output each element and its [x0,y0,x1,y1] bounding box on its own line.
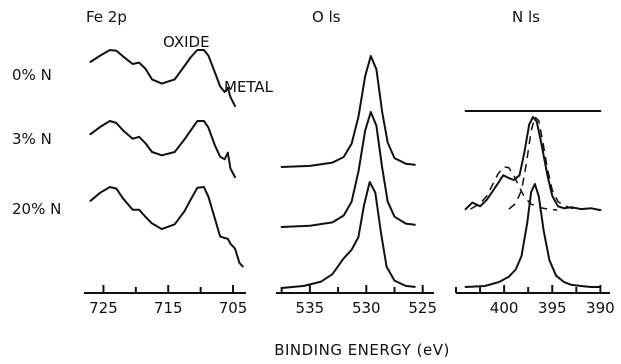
panel-o1s: 535 530 525 [276,55,437,317]
row-label-0pct-n: 0% N [12,66,52,84]
fit-component-n1s-1 [508,115,580,210]
tick-label-o1s-0: 535 [296,299,325,317]
spectrum-fe2p-0pct-n [89,49,236,107]
x-axis-label: BINDING ENERGY (eV) [274,341,450,359]
tick-label-fe2p-0: 725 [89,299,118,317]
annotation-metal: METAL [224,78,274,96]
spectrum-fe2p-20pct-n [89,186,244,268]
tick-label-n1s-2: 390 [586,299,615,317]
panel-title-fe2p: Fe 2p [86,8,127,26]
row-label-3pct-n: 3% N [12,130,52,148]
panel-title-o1s: O ls [312,8,341,26]
spectrum-fe2p-3pct-n [89,120,236,179]
tick-label-fe2p-1: 715 [154,299,183,317]
row-label-20pct-n: 20% N [12,200,61,218]
spectrum-o1s-0pct-n [280,55,416,168]
spectrum-o1s-20pct-n [280,181,416,289]
tick-label-n1s-1: 395 [538,299,567,317]
annotation-oxide: OXIDE [163,33,210,51]
spectrum-o1s-3pct-n [280,111,416,228]
tick-label-o1s-2: 525 [408,299,437,317]
tick-label-fe2p-2: 705 [219,299,248,317]
tick-label-n1s-0: 400 [490,299,519,317]
panel-title-n1s: N ls [512,8,540,26]
spectrum-n1s-20pct-n [464,183,602,288]
spectrum-n1s-3pct-n [464,116,602,212]
panel-fe2p: 725 715 705 [84,49,248,317]
tick-label-o1s-1: 530 [352,299,381,317]
panel-n1s: 400 395 390 [455,110,615,317]
